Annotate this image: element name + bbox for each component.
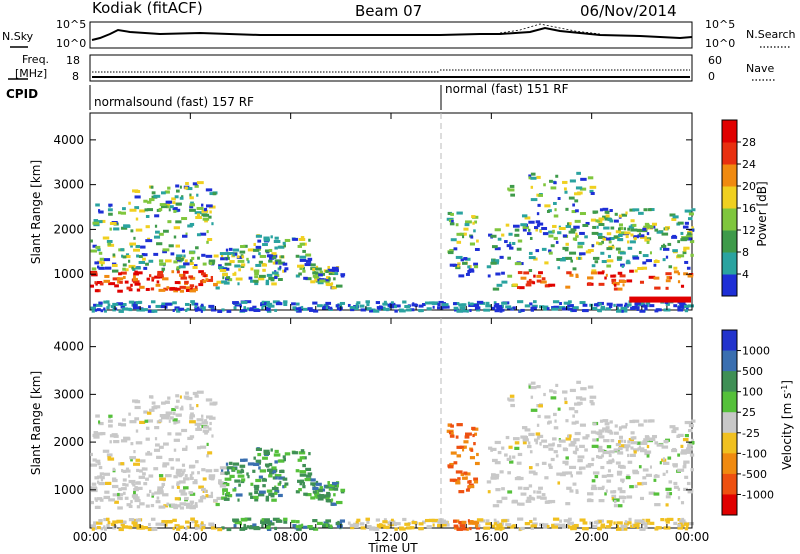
colorbar-segment (722, 473, 737, 495)
colorbar-tick-label: 500 (742, 365, 763, 378)
y-tick-label: 1000 (53, 267, 84, 281)
velocity-ylabel: Slant Range [km] (29, 371, 43, 475)
y-tick-label: 4000 (53, 133, 84, 147)
colorbar-segment (722, 274, 737, 297)
station-title: Kodiak (fitACF) (92, 0, 203, 17)
y-tick-label: 2000 (53, 435, 84, 449)
colorbar-tick-label: 12 (742, 224, 756, 237)
colorbar-segment (722, 412, 737, 434)
colorbar-tick-label: -1000 (742, 488, 774, 501)
colorbar-tick-label: 100 (742, 386, 763, 399)
noise-right-tick-top: 10^5 (705, 18, 735, 31)
colorbar-segment (722, 230, 737, 253)
cpid-mode-2: normal (fast) 151 RF (445, 82, 569, 96)
colorbar-tick-label: 25 (742, 406, 756, 419)
colorbar-segment (722, 330, 737, 352)
colorbar-tick-label: 8 (742, 246, 749, 259)
power-colorbar-label: Power [dB] (755, 181, 769, 246)
nave-tick-bottom: 0 (708, 70, 715, 83)
colorbar-tick-label: 28 (742, 136, 756, 149)
noise-panel: N.Sky 10^5 10^0 10^5 10^0 N.Search (2, 18, 796, 50)
freq-tick-bottom: 8 (72, 70, 79, 83)
x-axis-label: Time UT (367, 541, 418, 554)
y-tick-label: 3000 (53, 387, 84, 401)
y-tick-label: 3000 (53, 178, 84, 192)
velocity-colorbar-label: Velocity [m s-1] (780, 380, 794, 470)
colorbar-tick-label: 16 (742, 202, 756, 215)
freq-label: Freq. (22, 53, 49, 66)
x-tick-label: 16:00 (474, 530, 509, 544)
power-ylabel: Slant Range [km] (29, 160, 43, 264)
y-tick-label: 1000 (53, 483, 84, 497)
colorbar-tick-label: 20 (742, 180, 756, 193)
colorbar-segment (722, 142, 737, 165)
cpid-panel: CPID normalsound (fast) 157 RF normal (f… (6, 82, 569, 110)
noise-left-tick-top: 10^5 (56, 18, 86, 31)
freq-unit-label: [MHz] (15, 67, 47, 80)
freq-tick-top: 18 (66, 54, 80, 67)
cpid-label: CPID (6, 87, 38, 101)
x-tick-label: 20:00 (574, 530, 609, 544)
colorbar-tick-label: -25 (742, 427, 760, 440)
colorbar-segment (722, 494, 737, 516)
velocity-panel: 1000 2000 3000 4000 Slant Range [km] 1000 50… (29, 317, 794, 532)
noise-right-tick-bottom: 10^0 (705, 37, 735, 50)
noise-left-tick-bottom: 10^0 (56, 37, 86, 50)
freq-panel: Freq. [MHz] 18 8 60 0 Nave (8, 53, 775, 83)
colorbar-tick-label: -100 (742, 447, 767, 460)
x-tick-label: 08:00 (273, 530, 308, 544)
y-tick-label: 2000 (53, 222, 84, 236)
colorbar-tick-label: 4 (742, 268, 749, 281)
colorbar-segment (722, 350, 737, 372)
beam-title: Beam 07 (355, 2, 422, 20)
x-tick-label: 12:00 (374, 530, 409, 544)
noise-search-label: N.Search (746, 28, 796, 41)
colorbar-segment (722, 432, 737, 454)
colorbar-segment (722, 120, 737, 143)
colorbar-tick-label: -500 (742, 468, 767, 481)
colorbar-segment (722, 208, 737, 231)
colorbar-segment (722, 252, 737, 275)
colorbar-segment (722, 453, 737, 475)
colorbar-tick-label: 1000 (742, 345, 770, 358)
date-title: 06/Nov/2014 (580, 2, 677, 20)
x-tick-label: 00:00 (73, 530, 108, 544)
x-tick-label: 04:00 (173, 530, 208, 544)
colorbar-segment (722, 371, 737, 393)
colorbar-segment (722, 391, 737, 413)
nave-label: Nave (746, 62, 774, 75)
colorbar-segment (722, 186, 737, 209)
nave-tick-top: 60 (708, 54, 722, 67)
cpid-mode-1: normalsound (fast) 157 RF (94, 95, 254, 109)
colorbar-segment (722, 164, 737, 187)
x-tick-label: 00:00 (675, 530, 710, 544)
noise-sky-label: N.Sky (2, 30, 34, 43)
y-tick-label: 4000 (53, 340, 84, 354)
colorbar-tick-label: 24 (742, 158, 756, 171)
power-panel: 1000 2000 3000 4000 Slant Range [km] 4 8 12 16… (29, 112, 769, 313)
